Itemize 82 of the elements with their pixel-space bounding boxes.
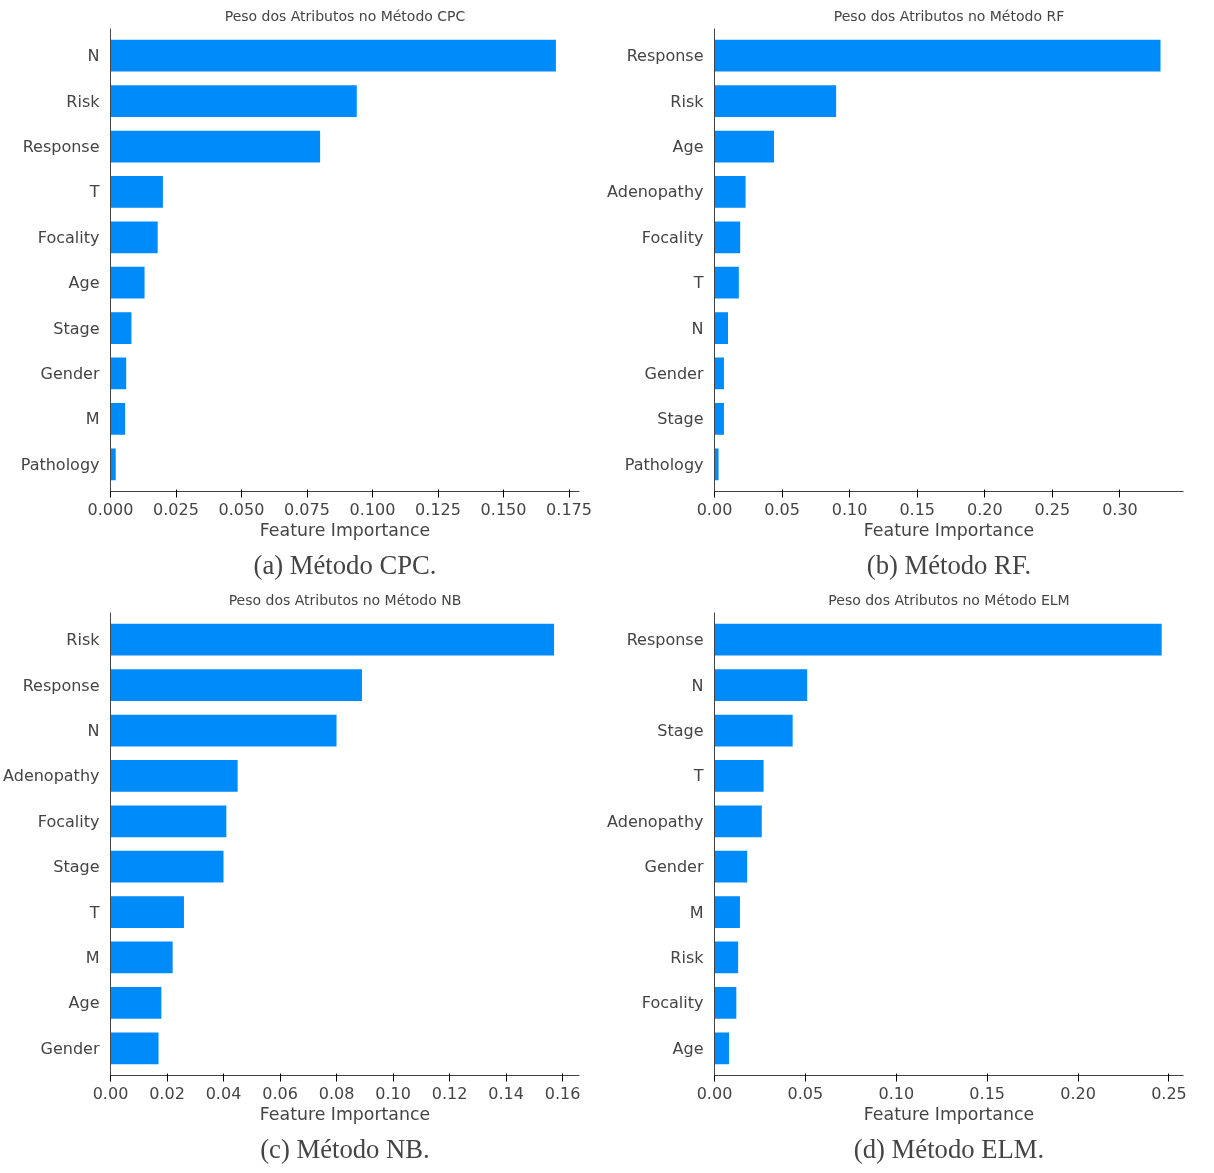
x-tick-label: 0.12 <box>431 1083 468 1103</box>
y-tick-label: Stage <box>657 409 704 429</box>
y-tick-label: T <box>692 273 704 293</box>
y-tick-label: Response <box>626 630 704 650</box>
y-tick-label: Risk <box>670 947 705 967</box>
y-tick-label: Response <box>626 46 704 66</box>
y-tick-label: Age <box>68 993 100 1013</box>
x-axis-title: Feature Importance <box>863 1103 1035 1124</box>
y-tick-label: Focality <box>641 993 704 1013</box>
x-tick-label: 0.00 <box>696 1083 733 1103</box>
x-tick-label: 0.15 <box>969 1083 1005 1103</box>
text: (a) Método CPC. <box>253 549 437 580</box>
y-tick-label: Gender <box>644 857 704 877</box>
y-tick-label: N <box>87 46 100 66</box>
x-tick-label: 0.20 <box>1060 1083 1096 1103</box>
x-axis-title: Feature Importance <box>259 1103 431 1124</box>
y-tick-label: Adenopathy <box>3 766 100 786</box>
text: (c) Método NB. <box>260 1133 430 1164</box>
x-tick-label: 0.075 <box>284 499 330 519</box>
x-axis-title: Feature Importance <box>259 519 431 540</box>
x-tick-label: 0.10 <box>831 499 868 519</box>
y-tick-label: M <box>85 947 100 967</box>
y-tick-label: Gender <box>644 363 704 383</box>
chart-title: Peso dos Atributos no Método ELM <box>828 591 1070 608</box>
y-tick-label: Gender <box>40 1038 100 1058</box>
y-tick-label: Focality <box>37 811 100 831</box>
y-tick-label: M <box>85 409 100 429</box>
y-tick-label: T <box>692 766 704 786</box>
x-tick-label: 0.10 <box>375 1083 411 1103</box>
chart-title: Peso dos Atributos no Método NB <box>228 591 462 608</box>
chart-title: Peso dos Atributos no Método RF <box>833 7 1065 24</box>
text: (d) Método ELM. <box>853 1133 1045 1164</box>
x-axis-title: Feature Importance <box>863 519 1035 540</box>
y-tick-label: Focality <box>641 227 704 247</box>
x-tick-label: 0.30 <box>1102 499 1138 519</box>
x-tick-label: 0.10 <box>878 1083 915 1103</box>
y-tick-label: Adenopathy <box>607 811 704 831</box>
y-tick-label: Response <box>22 675 100 695</box>
y-tick-label: Pathology <box>20 454 100 474</box>
y-tick-label: Stage <box>657 721 704 741</box>
x-tick-label: 0.05 <box>787 1083 824 1103</box>
y-tick-label: N <box>87 721 100 741</box>
y-tick-label: M <box>689 902 704 922</box>
y-tick-label: Stage <box>53 318 100 338</box>
x-tick-label: 0.14 <box>488 1083 524 1103</box>
x-tick-label: 0.08 <box>318 1083 355 1103</box>
y-tick-label: T <box>88 182 100 202</box>
y-tick-label: Age <box>672 137 704 157</box>
y-tick-label: Age <box>672 1038 704 1058</box>
x-tick-label: 0.16 <box>544 1083 581 1103</box>
y-tick-label: Age <box>68 273 100 293</box>
y-tick-label: T <box>88 902 100 922</box>
x-tick-label: 0.00 <box>92 1083 129 1103</box>
x-tick-label: 0.05 <box>764 499 800 519</box>
x-tick-label: 0.000 <box>87 499 134 519</box>
y-tick-label: Gender <box>40 363 100 383</box>
x-tick-label: 0.175 <box>546 499 592 519</box>
x-tick-label: 0.025 <box>153 499 199 519</box>
y-tick-label: N <box>691 675 704 695</box>
x-tick-label: 0.00 <box>696 499 733 519</box>
x-tick-label: 0.04 <box>205 1083 242 1103</box>
y-tick-label: N <box>691 318 704 338</box>
x-tick-label: 0.06 <box>262 1083 298 1103</box>
y-tick-label: Pathology <box>624 454 704 474</box>
y-tick-label: Focality <box>37 227 100 247</box>
x-tick-label: 0.125 <box>415 499 461 519</box>
x-tick-label: 0.050 <box>218 499 265 519</box>
chart-title: Peso dos Atributos no Método CPC <box>224 7 466 24</box>
x-tick-label: 0.15 <box>899 499 936 519</box>
x-tick-label: 0.25 <box>1151 1083 1187 1103</box>
x-tick-label: 0.150 <box>480 499 527 519</box>
text: (b) Método RF. <box>866 549 1032 580</box>
y-tick-label: Risk <box>670 91 705 111</box>
y-tick-label: Adenopathy <box>607 182 704 202</box>
x-tick-label: 0.20 <box>967 499 1003 519</box>
y-tick-label: Stage <box>53 857 100 877</box>
y-tick-label: Risk <box>66 630 101 650</box>
y-tick-label: Response <box>22 137 100 157</box>
y-tick-label: Risk <box>66 91 101 111</box>
x-tick-label: 0.25 <box>1034 499 1071 519</box>
x-tick-label: 0.100 <box>349 499 396 519</box>
x-tick-label: 0.02 <box>149 1083 185 1103</box>
